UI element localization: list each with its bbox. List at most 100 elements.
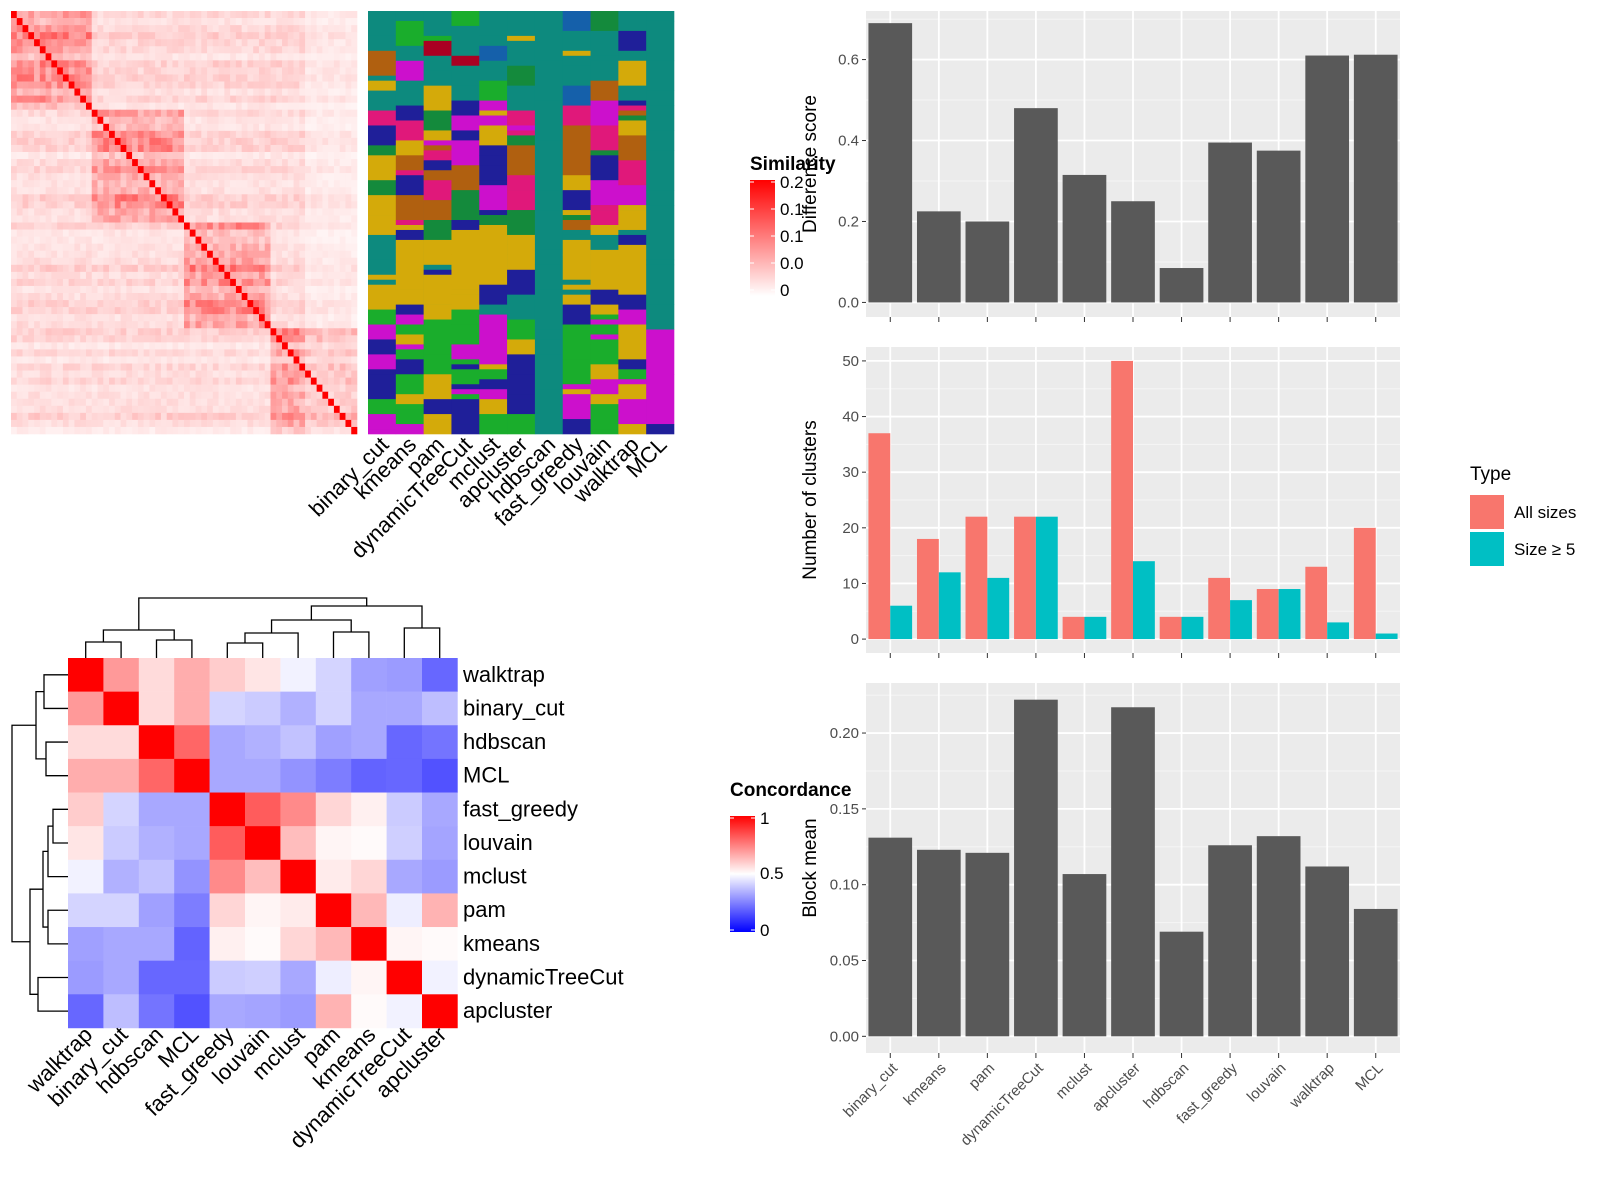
concordance-cell <box>315 758 352 793</box>
similarity-cell <box>310 123 317 132</box>
similarity-cell <box>184 405 191 414</box>
x-tick-label: binary_cut <box>840 1059 902 1121</box>
similarity-cell <box>235 81 242 89</box>
similarity-cell <box>91 173 98 181</box>
similarity-cell <box>160 426 167 435</box>
similarity-cell <box>126 222 133 230</box>
similarity-cell <box>230 109 237 118</box>
similarity-cell <box>51 208 58 216</box>
similarity-cell <box>322 39 329 47</box>
similarity-cell <box>68 229 75 237</box>
similarity-cell <box>11 18 18 26</box>
similarity-cell <box>114 173 121 181</box>
similarity-cell <box>253 95 260 103</box>
similarity-cell <box>149 159 156 167</box>
similarity-cell <box>195 335 202 343</box>
legend-all-sizes-label: All sizes <box>1514 503 1576 522</box>
similarity-cell <box>339 74 346 82</box>
similarity-cell <box>62 419 69 428</box>
similarity-cell <box>109 271 116 280</box>
similarity-cell <box>333 152 340 160</box>
similarity-cell <box>333 166 340 174</box>
similarity-cell <box>28 88 35 96</box>
similarity-cell <box>85 250 93 259</box>
similarity-cell <box>282 67 289 75</box>
similarity-cell <box>28 229 35 237</box>
similarity-cell <box>258 264 266 273</box>
similarity-cell <box>247 137 254 146</box>
similarity-cell <box>166 412 173 421</box>
similarity-cell <box>28 271 35 280</box>
similarity-cell <box>316 173 323 181</box>
similarity-cell <box>172 222 179 230</box>
cluster-cell <box>395 424 424 435</box>
similarity-cell <box>328 321 335 329</box>
concordance-cell <box>351 893 387 928</box>
similarity-cell <box>160 229 167 237</box>
similarity-cell <box>16 405 23 414</box>
similarity-cell <box>160 18 167 26</box>
similarity-cell <box>97 102 104 110</box>
similarity-cell <box>270 236 277 244</box>
similarity-cell <box>287 11 294 19</box>
similarity-cell <box>85 123 93 132</box>
similarity-cell <box>22 391 29 400</box>
similarity-cell <box>224 39 231 47</box>
similarity-cell <box>276 243 283 251</box>
similarity-cell <box>253 370 260 378</box>
similarity-cell <box>45 356 52 364</box>
similarity-cell <box>160 391 167 400</box>
similarity-cell <box>28 53 35 61</box>
similarity-cell <box>351 328 358 336</box>
similarity-cell <box>11 293 18 301</box>
similarity-cell <box>160 39 167 47</box>
similarity-cell <box>264 159 271 167</box>
similarity-cell <box>39 130 46 139</box>
similarity-cell <box>103 426 110 435</box>
similarity-cell <box>224 173 231 181</box>
similarity-cell <box>282 285 289 294</box>
similarity-cell <box>120 391 127 400</box>
similarity-cell <box>339 67 346 75</box>
similarity-cell <box>39 377 46 385</box>
similarity-cell <box>241 180 248 188</box>
similarity-cell <box>241 335 248 343</box>
similarity-cell <box>39 123 46 132</box>
similarity-cell <box>137 426 144 435</box>
similarity-cell <box>143 39 150 47</box>
similarity-cell <box>62 229 69 237</box>
cluster-cell <box>423 55 452 72</box>
similarity-cell <box>74 363 81 371</box>
similarity-cell <box>160 201 167 209</box>
similarity-cell <box>230 32 237 40</box>
cluster-cell <box>590 339 619 345</box>
similarity-cell <box>11 60 18 68</box>
similarity-cell <box>85 398 93 407</box>
similarity-cell <box>333 88 340 96</box>
similarity-cell <box>132 412 139 421</box>
similarity-cell <box>166 67 173 75</box>
similarity-cell <box>126 342 133 350</box>
similarity-cell <box>218 419 225 428</box>
similarity-cell <box>160 314 167 322</box>
similarity-cell <box>114 257 121 266</box>
similarity-cell <box>218 32 225 40</box>
similarity-cell <box>143 130 150 139</box>
similarity-cell <box>293 60 300 68</box>
similarity-cell <box>293 384 300 392</box>
similarity-cell <box>97 278 104 287</box>
similarity-cell <box>189 159 196 167</box>
similarity-cell <box>184 426 191 435</box>
cluster-cell <box>618 264 647 276</box>
y-tick-label: 0.4 <box>838 133 859 150</box>
similarity-cell <box>189 81 196 89</box>
similarity-cell <box>16 32 23 40</box>
cluster-cell <box>423 110 452 131</box>
similarity-cell <box>57 250 64 259</box>
similarity-cell <box>45 222 52 230</box>
similarity-cell <box>184 229 191 237</box>
similarity-cell <box>45 243 52 251</box>
similarity-cell <box>247 243 254 251</box>
similarity-cell <box>339 342 346 350</box>
similarity-cell <box>224 398 231 407</box>
